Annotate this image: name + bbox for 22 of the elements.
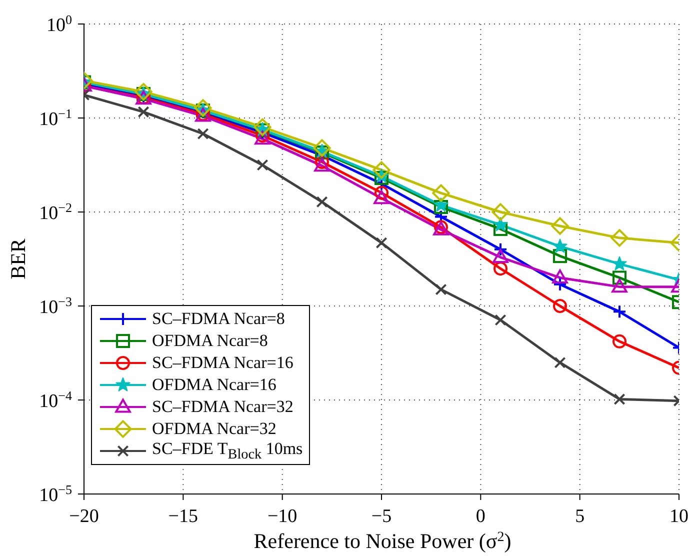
x-tick-label: −10 [267, 506, 298, 527]
x-tick-label: −15 [168, 506, 198, 527]
y-tick-label: 10$^{−3}$ [39, 294, 72, 318]
legend-label: OFDMA Ncar=32 [152, 419, 276, 438]
y-tick-label: 10$^{−2}$ [39, 200, 72, 224]
y-tick-label: 10$^{−5}$ [39, 482, 72, 506]
y-tick-label: 10$^{−4}$ [39, 388, 72, 412]
x-tick-label: −5 [371, 506, 392, 527]
y-axis-title: BER [6, 238, 30, 280]
x-axis-title: Reference to Noise Power (σ$^{2}$) [254, 529, 512, 553]
y-tick-label: 10$^{−1}$ [39, 106, 72, 130]
x-tick-label: 0 [476, 506, 486, 527]
legend-label: OFDMA Ncar=16 [152, 375, 276, 394]
x-tick-label: 5 [575, 506, 585, 527]
legend-label: SC–FDE T$_{Block}$ 10ms [152, 438, 303, 462]
x-tick-label: 10 [670, 506, 688, 527]
x-tick-label: −20 [69, 506, 99, 527]
y-tick-label: 10$^{0}$ [46, 12, 72, 36]
legend-label: SC–FDMA Ncar=32 [152, 397, 294, 416]
legend-label: SC–FDMA Ncar=8 [152, 309, 285, 328]
legend-label: SC–FDMA Ncar=16 [152, 353, 294, 372]
legend-label: OFDMA Ncar=8 [152, 331, 268, 350]
